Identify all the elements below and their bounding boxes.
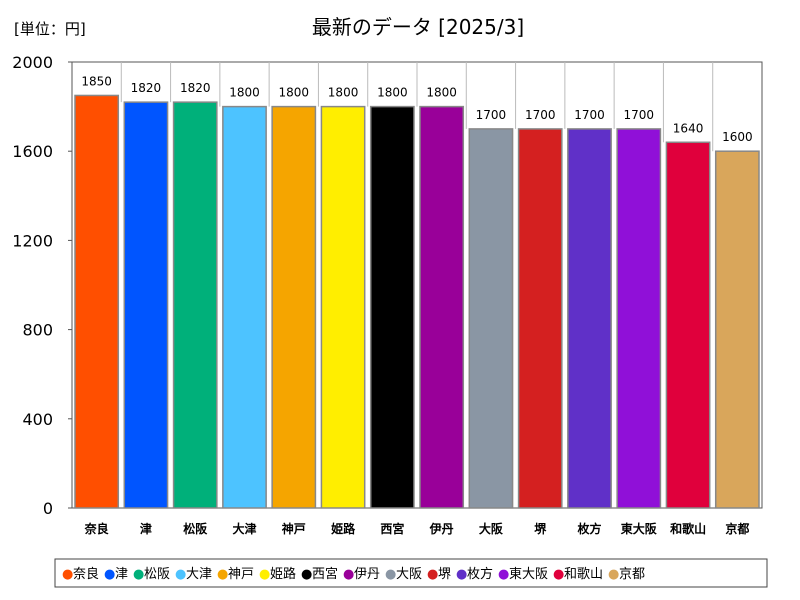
bar-姫路: [320, 105, 366, 509]
legend-label: 神戸: [228, 567, 254, 582]
y-tick-label: 400: [22, 410, 53, 429]
legend-label: 京都: [619, 567, 645, 582]
legend-marker: ●: [301, 567, 312, 582]
x-tick-label: 堺: [534, 521, 547, 536]
x-tick-label: 神戸: [282, 521, 306, 536]
legend-item: ● 伊丹: [343, 567, 380, 582]
legend-marker: ●: [385, 567, 396, 582]
legend-item: ● 大津: [175, 567, 212, 582]
bar-東大阪: [616, 128, 662, 509]
legend-item: ● 姫路: [259, 566, 296, 582]
y-tick-label: 1600: [12, 142, 53, 161]
bar-和歌山: [665, 141, 711, 509]
x-tick-label: 津: [140, 521, 152, 536]
legend-label: 津: [115, 567, 128, 582]
bar-堺: [517, 128, 563, 509]
y-tick-label: 2000: [12, 53, 53, 72]
x-tick-label: 大阪: [479, 521, 504, 536]
x-tick-label: 枚方: [577, 521, 601, 536]
y-axis: 0 400 800 1200 1600 2000: [12, 53, 72, 518]
legend-marker: ●: [498, 567, 509, 582]
unit-label: [単位：円]: [14, 20, 86, 38]
legend-marker: ●: [343, 567, 354, 582]
legend: [54, 558, 768, 588]
legend-marker: ●: [553, 567, 564, 582]
x-tick-label: 東大阪: [621, 521, 658, 536]
legend-marker: ●: [62, 567, 73, 582]
legend-marker: ●: [608, 567, 619, 582]
legend-marker: ●: [175, 567, 186, 582]
legend-item: ● 京都: [608, 567, 645, 582]
legend-label: 和歌山: [564, 567, 603, 582]
x-tick-label: 西宮: [380, 521, 404, 536]
legend-item: ● 和歌山: [553, 567, 603, 582]
legend-label: 大津: [186, 567, 212, 582]
legend-item: ● 神戸: [217, 567, 254, 582]
x-tick-label: 京都: [725, 521, 749, 536]
bar-京都: [714, 150, 760, 509]
data-label: 1700: [574, 108, 605, 122]
data-label: 1600: [722, 130, 753, 144]
data-label: 1700: [525, 108, 556, 122]
legend-label: 伊丹: [354, 567, 380, 582]
legend-marker: ●: [217, 567, 228, 582]
legend-marker: ●: [259, 567, 270, 582]
data-label: 1640: [673, 121, 704, 135]
data-label: 1850: [81, 74, 112, 88]
data-label: 1800: [328, 86, 359, 100]
legend-item: ● 堺: [427, 567, 451, 582]
legend-marker: ●: [104, 567, 115, 582]
x-tick-label: 姫路: [331, 521, 356, 536]
legend-marker: ●: [133, 567, 144, 582]
legend-item: ● 奈良: [62, 566, 99, 582]
legend-label: 西宮: [312, 566, 338, 582]
bar-神戸: [271, 105, 317, 509]
data-label: 1800: [426, 86, 457, 100]
bar-奈良: [74, 94, 120, 509]
legend-label: 姫路: [270, 566, 296, 582]
legend-item: ● 西宮: [301, 566, 338, 582]
data-label: 1820: [131, 81, 162, 95]
legend-label: 東大阪: [509, 566, 548, 582]
data-label: 1820: [180, 81, 211, 95]
legend-marker: ●: [456, 567, 467, 582]
y-tick-label: 1200: [12, 231, 53, 250]
data-label: 1800: [279, 86, 310, 100]
legend-item: ● 松阪: [133, 567, 170, 582]
bar-西宮: [369, 105, 415, 509]
legend-label: 大阪: [396, 567, 422, 582]
data-label: 1800: [229, 86, 260, 100]
legend-items: ● 奈良 ● 津 ● 松阪 ● 大津 ● 神戸 ● 姫路 ● 西宮 ● 伊丹 ● 大阪 ● 堺 ● 枚方 ● 東大阪 ● 和歌山 ●…: [62, 566, 645, 582]
legend-label: 枚方: [467, 566, 493, 582]
x-tick-label: 奈良: [84, 521, 109, 536]
bar-枚方: [567, 128, 612, 509]
legend-item: ● 東大阪: [498, 566, 548, 582]
x-tick-label: 松阪: [183, 521, 208, 536]
x-tick-label: 大津: [232, 521, 256, 536]
bar-大津: [222, 105, 267, 509]
y-tick-label: 0: [43, 499, 53, 518]
legend-marker: ●: [427, 567, 438, 582]
x-axis: 奈良 津 松阪 大津 神戸 姫路 西宮 伊丹 大阪 堺 枚方 東大阪 和歌山 京都: [84, 521, 750, 536]
data-label: 1700: [624, 108, 655, 122]
data-label: 1800: [377, 86, 408, 100]
x-tick-label: 和歌山: [669, 521, 706, 536]
legend-item: ● 大阪: [385, 567, 422, 582]
x-tick-label: 伊丹: [429, 521, 454, 536]
bar-津: [123, 101, 169, 509]
legend-label: 堺: [438, 567, 451, 582]
bar-伊丹: [419, 105, 465, 509]
y-tick-label: 800: [22, 321, 53, 340]
data-label: 1700: [476, 108, 507, 122]
bars: 1850 1820 1820 1800 1800 1800 1800 1800 1700 1700…: [74, 62, 760, 509]
legend-item: ● 枚方: [456, 566, 493, 582]
legend-label: 奈良: [73, 566, 99, 582]
legend-label: 松阪: [144, 567, 170, 582]
chart-title: 最新のデータ [2025/3]: [312, 15, 524, 39]
legend-item: ● 津: [104, 567, 128, 582]
bar-松阪: [172, 101, 218, 509]
bar-大阪: [468, 128, 514, 509]
